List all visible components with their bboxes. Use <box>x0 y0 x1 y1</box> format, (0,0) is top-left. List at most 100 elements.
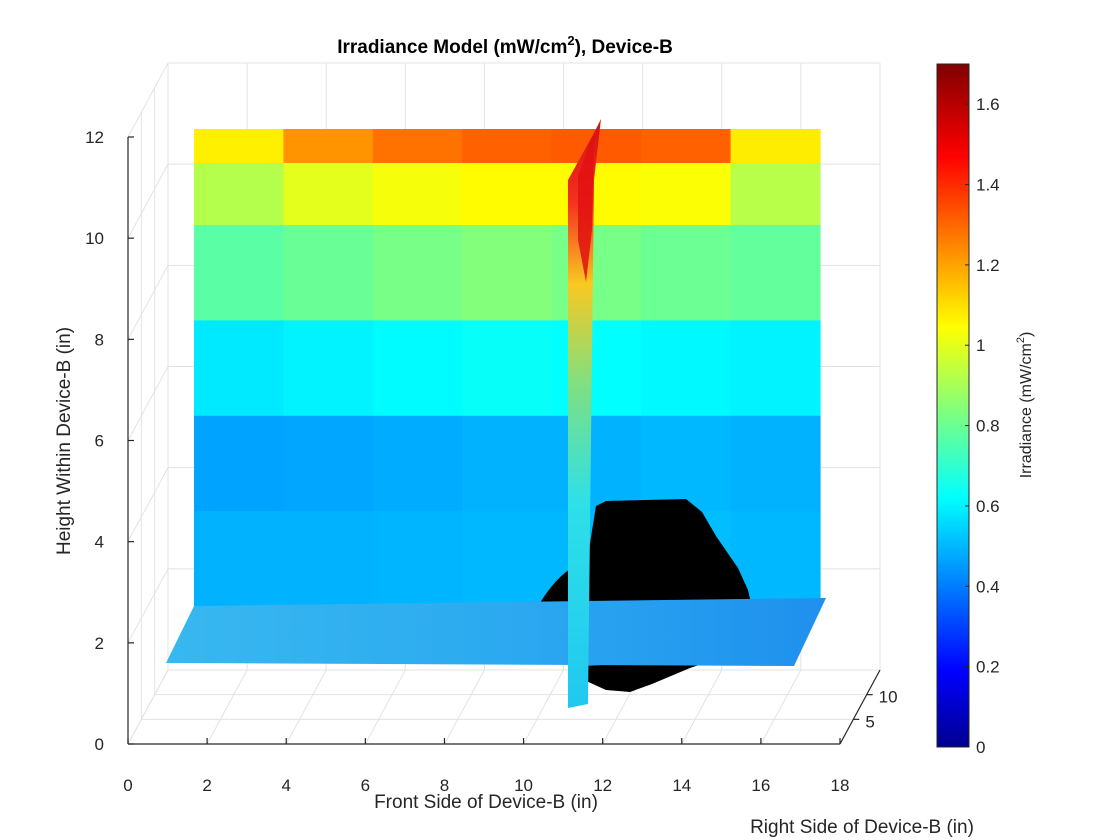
colorbar-tick-label: 0.6 <box>976 497 1000 516</box>
heat-cell <box>462 415 553 512</box>
heat-cell <box>283 129 374 163</box>
colorbar-tick-label: 0.4 <box>976 577 1000 596</box>
colorbar-tick-label: 1.2 <box>976 256 1000 275</box>
heat-cell <box>372 162 463 225</box>
side-plane <box>568 119 601 708</box>
y-tick-labels: 5 10 <box>853 688 898 731</box>
grid-line-floor-x <box>285 669 327 745</box>
heat-cell <box>641 129 732 163</box>
x-tick-label: 8 <box>440 776 449 795</box>
heat-cell <box>730 162 821 225</box>
chart-title-sup: 2 <box>567 33 574 48</box>
grid-line-side-z <box>127 467 169 542</box>
colorbar-tick-label: 1 <box>976 336 985 355</box>
z-axis-label: Height Within Device-B (in) <box>54 327 75 555</box>
grid-line-floor-x <box>444 669 485 745</box>
heat-cell <box>551 319 642 416</box>
z-tick-label: 12 <box>85 128 104 147</box>
colorbar-label-sup: 2 <box>1015 337 1027 343</box>
x-tick-label: 6 <box>361 776 370 795</box>
colorbar-ticks: 0 0.2 0.4 0.6 0.8 1 1.2 1.4 1.6 <box>965 95 1000 757</box>
colorbar-tick-label: 1.4 <box>976 176 1000 195</box>
device-object-lower <box>568 662 708 692</box>
heat-cell <box>551 224 642 321</box>
grid-line-floor-x <box>760 669 802 745</box>
heat-cell <box>462 510 553 607</box>
y-tick-label: 10 <box>879 688 898 707</box>
z-tick-label: 2 <box>95 634 104 653</box>
chart-title: Irradiance Model (mW/cm2), Device-B <box>337 33 673 58</box>
colorbar-tick-label: 1.6 <box>976 95 1000 114</box>
device-object <box>540 499 752 622</box>
z-tick-labels: 0 2 4 6 8 10 12 <box>85 128 134 754</box>
heat-cell <box>372 510 463 607</box>
side-plane-highlight <box>578 133 594 282</box>
grid-line-side-z <box>127 568 169 644</box>
heat-cell <box>194 224 285 321</box>
z-tick-label: 10 <box>85 229 104 248</box>
heat-cell <box>462 319 553 416</box>
colorbar-label: Irradiance (mW/cm2) <box>1015 332 1035 479</box>
x-tick-label: 18 <box>831 776 850 795</box>
x-tick-label: 2 <box>202 776 211 795</box>
y-axis-line <box>839 669 881 745</box>
grid-line-side-z <box>127 163 169 239</box>
heat-cell <box>641 162 732 225</box>
z-tick-label: 6 <box>95 432 104 451</box>
heat-cell <box>372 224 463 321</box>
heat-cell <box>194 319 285 416</box>
heat-cell <box>283 162 374 225</box>
heat-cell <box>283 224 374 321</box>
heat-cell <box>283 510 374 607</box>
heat-cell <box>730 129 821 163</box>
chart-title-main: Irradiance Model (mW/cm <box>337 37 567 58</box>
chart-title-end: ), Device-B <box>575 37 673 58</box>
heat-cell <box>551 162 642 225</box>
x-tick-labels: 0 2 4 6 8 10 12 14 16 18 <box>123 738 849 795</box>
heat-cell <box>730 224 821 321</box>
grid-line-floor-x <box>681 669 723 745</box>
heat-cell <box>194 415 285 512</box>
heat-cell <box>372 319 463 416</box>
heat-cell <box>641 319 732 416</box>
x-tick-label: 0 <box>123 776 132 795</box>
grid-line-floor-x <box>364 669 406 745</box>
heat-cell <box>462 224 553 321</box>
x-tick-label: 14 <box>672 776 691 795</box>
heat-cell <box>283 415 374 512</box>
grid-line-side-z <box>127 265 169 340</box>
y-axis-label: Right Side of Device-B (in) <box>750 817 974 838</box>
colorbar-label-main: Irradiance (mW/cm <box>1018 343 1035 478</box>
grid-line-side-z <box>127 62 169 138</box>
z-tick-label: 0 <box>95 735 104 754</box>
y-tick-label: 5 <box>865 712 874 731</box>
grid-line-floor-x <box>523 669 564 745</box>
heat-cell <box>372 129 463 163</box>
x-tick-label: 12 <box>593 776 612 795</box>
x-tick-label: 16 <box>751 776 770 795</box>
x-tick-label: 4 <box>281 776 290 795</box>
grid-line-side-z <box>127 366 169 441</box>
heat-cell <box>194 162 285 225</box>
back-plane-surface <box>194 129 821 607</box>
heat-cell <box>462 162 553 225</box>
heat-cell <box>551 415 642 512</box>
colorbar-label-end: ) <box>1018 332 1035 337</box>
heat-cell <box>194 510 285 607</box>
colorbar-tick-label: 0 <box>976 738 985 757</box>
z-tick-label: 8 <box>95 330 104 349</box>
heat-cell <box>730 415 821 512</box>
heat-cell <box>372 415 463 512</box>
colorbar-tick-label: 0.2 <box>976 658 1000 677</box>
heat-cell <box>283 319 374 416</box>
heat-cell <box>730 319 821 416</box>
colorbar <box>936 63 970 748</box>
x-tick-label: 10 <box>514 776 533 795</box>
heat-cell <box>641 415 732 512</box>
heat-cell <box>641 224 732 321</box>
x-axis-label: Front Side of Device-B (in) <box>374 792 598 813</box>
heat-cell <box>194 129 285 163</box>
grid-line-side-z <box>127 669 169 745</box>
z-tick-label: 4 <box>95 533 104 552</box>
